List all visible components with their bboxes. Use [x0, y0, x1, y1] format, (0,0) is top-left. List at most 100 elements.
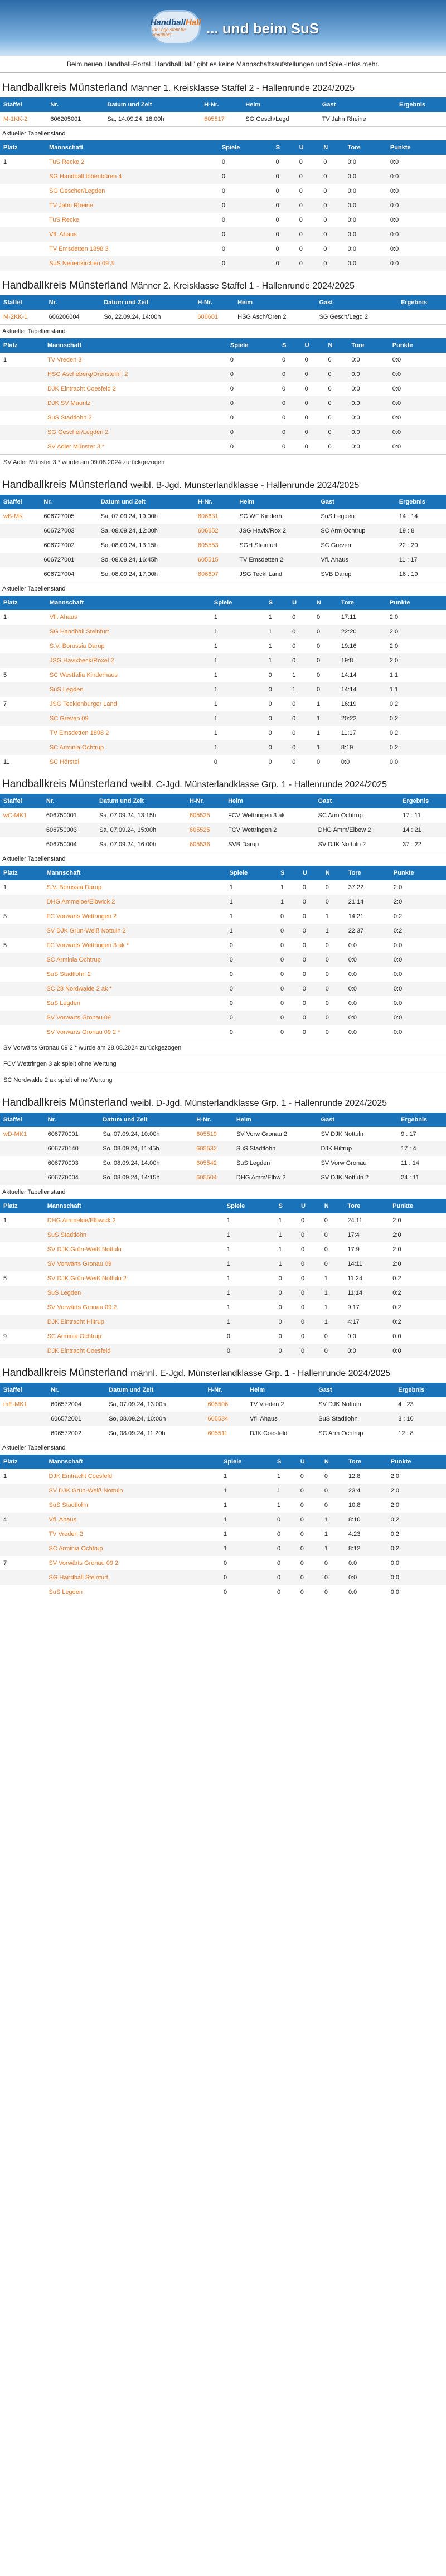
team-name-link[interactable]: SuS Stadtlohn	[49, 1502, 88, 1509]
staffel-link[interactable]	[0, 837, 43, 852]
staffel-link[interactable]: wC-MK1	[3, 812, 27, 819]
team-name-link[interactable]: SV DJK Grün-Weiß Nottuln 2	[43, 924, 226, 938]
team-name-link[interactable]: SC Westfalia Kinderhaus	[49, 672, 118, 679]
team-name-link[interactable]: Vfl. Ahaus	[49, 614, 77, 621]
team-name-link[interactable]: SuS Legden	[43, 1286, 224, 1300]
team-name-link[interactable]: Vfl. Ahaus	[45, 1513, 220, 1527]
staffel-link[interactable]	[0, 567, 40, 582]
team-name-link[interactable]: SV Vorwärts Gronau 09 2	[49, 1560, 119, 1567]
team-name-link[interactable]: SuS Stadtlohn 2	[46, 971, 91, 978]
team-name-link[interactable]: DHG Ammeloe/Elbwick 2	[47, 1217, 116, 1224]
staffel-link[interactable]	[0, 1412, 48, 1426]
team-name-link[interactable]: SV DJK Grün-Weiß Nottuln 2	[47, 1275, 127, 1282]
team-name-link[interactable]: Vfl. Ahaus	[46, 227, 219, 242]
standings-col-header: Tore	[337, 596, 386, 610]
team-name-link[interactable]: SC Arminia Ochtrup	[47, 1333, 101, 1340]
staffel-link[interactable]	[0, 1156, 45, 1170]
staffel-link[interactable]	[0, 823, 43, 837]
team-name-link[interactable]: SC Arminia Ochtrup	[43, 953, 226, 967]
standings-cell: 0	[324, 1473, 328, 1480]
team-name-link[interactable]: SV Adler Münster 3 *	[47, 443, 105, 450]
standings-cell: 0	[304, 357, 308, 363]
staffel-link[interactable]	[0, 538, 40, 553]
hall-number-link[interactable]: 605515	[194, 553, 236, 567]
team-name-link[interactable]: SV DJK Grün-Weiß Nottuln	[47, 1246, 122, 1253]
team-name-link[interactable]: SG Gescher/Legden 2	[44, 425, 227, 440]
team-name-link[interactable]: SV Vorwärts Gronau 09 2 *	[46, 1029, 120, 1036]
staffel-link[interactable]	[0, 1426, 47, 1441]
team-name-link[interactable]: SuS Neuenkirchen 09 3	[46, 256, 219, 271]
staffel-link[interactable]	[0, 1170, 45, 1185]
team-name-link[interactable]: FC Vorwärts Wettringen 2	[46, 913, 117, 920]
staffel-link[interactable]	[0, 1141, 45, 1156]
staffel-link[interactable]	[0, 524, 41, 538]
team-name-link[interactable]: SV Vorwärts Gronau 09 2	[47, 1304, 117, 1311]
team-name-link[interactable]: HSG Ascheberg/Drensteinf. 2	[44, 367, 227, 382]
team-name-link[interactable]: DJK Eintracht Hiltrup	[43, 1315, 224, 1329]
staffel-link[interactable]: mE-MK1	[3, 1401, 27, 1408]
team-name-link[interactable]: SuS Legden	[49, 1589, 83, 1596]
hall-number-link[interactable]: 605511	[207, 1430, 228, 1437]
hall-number-link[interactable]: 605534	[204, 1412, 247, 1426]
team-name-link[interactable]: TV Emsdetten 1898 2	[49, 730, 109, 736]
team-name-link[interactable]: SC Arminia Ochtrup	[45, 1541, 220, 1556]
team-name-link[interactable]: DJK Eintracht Coesfeld	[43, 1344, 224, 1358]
team-name-link[interactable]: DJK SV Mauritz	[44, 396, 227, 411]
staffel-link[interactable]	[0, 553, 41, 567]
team-name-link[interactable]: DJK Eintracht Coesfeld 2	[47, 386, 116, 392]
games-col-header: H-Nr.	[194, 495, 236, 509]
standings-cell	[0, 169, 46, 184]
standings-row: SV DJK Grün-Weiß Nottuln 1 1 0 0 17:9 2:0	[0, 1242, 446, 1257]
hall-number-link[interactable]: 605506	[207, 1401, 229, 1408]
team-name-link[interactable]: SuS Legden	[46, 682, 211, 697]
team-name-link[interactable]: SC Greven 09	[46, 711, 211, 726]
team-name-link[interactable]: TV Jahn Rheine	[46, 198, 219, 213]
hall-number-link[interactable]: 605532	[193, 1141, 233, 1156]
hall-number-link[interactable]: 605536	[189, 841, 210, 848]
team-name-link[interactable]: TuS Recke	[49, 217, 80, 223]
hall-number-link[interactable]: 605525	[186, 823, 225, 837]
hall-number-link[interactable]: 606607	[197, 571, 219, 578]
team-name-link[interactable]: S.V. Borussia Darup	[49, 643, 105, 650]
team-name-link[interactable]: FC Vorwärts Wettringen 3 ak *	[46, 942, 129, 949]
standings-col-header: N	[322, 866, 345, 880]
team-name-link[interactable]: JSG Havixbeck/Roxel 2	[46, 653, 211, 668]
team-name-link[interactable]: SV Vorwärts Gronau 09	[43, 1011, 226, 1025]
team-name-link[interactable]: SC Hörstel	[49, 759, 80, 765]
team-name-link[interactable]: SV DJK Grün-Weiß Nottuln	[45, 1484, 220, 1498]
staffel-link[interactable]: wB-MK	[3, 513, 23, 520]
team-name-link[interactable]: SG Handball Steinfurt	[46, 625, 211, 639]
hall-number-link[interactable]: 605519	[196, 1131, 217, 1138]
team-name-link[interactable]: SG Handball Ibbenbüren 4	[46, 169, 219, 184]
team-name-link[interactable]: TV Vreden 3	[47, 357, 82, 363]
staffel-link[interactable]: wD-MK1	[3, 1131, 27, 1138]
team-name-link[interactable]: SuS Stadtlohn 2	[47, 414, 92, 421]
team-name-link[interactable]: SG Gescher/Legden	[49, 188, 105, 194]
hall-number-link[interactable]: 606601	[197, 314, 219, 320]
team-name-link[interactable]: TuS Recke 2	[49, 159, 85, 165]
staffel-link[interactable]: M-2KK-1	[3, 314, 28, 320]
team-name-link[interactable]: SV Vorwärts Gronau 09	[43, 1257, 224, 1271]
hall-number-link[interactable]: 606652	[194, 524, 236, 538]
game-cell: 606727004	[43, 571, 75, 578]
team-name-link[interactable]: SG Handball Steinfurt	[45, 1570, 220, 1585]
hall-number-link[interactable]: 605542	[196, 1160, 217, 1167]
team-name-link[interactable]: TV Emsdetten 1898 3	[49, 246, 109, 252]
hall-number-link[interactable]: 605504	[193, 1170, 233, 1185]
hall-number-link[interactable]: 605525	[189, 812, 210, 819]
team-name-link[interactable]: SC 28 Nordwalde 2 ak *	[43, 982, 226, 996]
standings-cell: 0	[297, 1513, 321, 1527]
hall-number-link[interactable]: 605517	[204, 116, 225, 123]
staffel-link[interactable]: M-1KK-2	[3, 116, 28, 123]
team-name-link[interactable]: SuS Stadtlohn	[43, 1228, 224, 1242]
team-name-link[interactable]: DHG Ammeloe/Elbwick 2	[43, 895, 226, 909]
league-section: Handballkreis Münsterland weibl. D-Jgd. …	[0, 1094, 446, 1358]
team-name-link[interactable]: SuS Legden	[46, 1000, 80, 1007]
team-name-link[interactable]: DJK Eintracht Coesfeld	[49, 1473, 113, 1480]
team-name-link[interactable]: TV Vreden 2	[49, 1531, 83, 1538]
hall-number-link[interactable]: 606631	[197, 513, 219, 520]
team-name-link[interactable]: S.V. Borussia Darup	[46, 884, 102, 891]
team-name-link[interactable]: SC Arminia Ochtrup	[46, 740, 211, 755]
team-name-link[interactable]: JSG Tecklenburger Land	[49, 701, 117, 708]
hall-number-link[interactable]: 605553	[197, 542, 219, 549]
